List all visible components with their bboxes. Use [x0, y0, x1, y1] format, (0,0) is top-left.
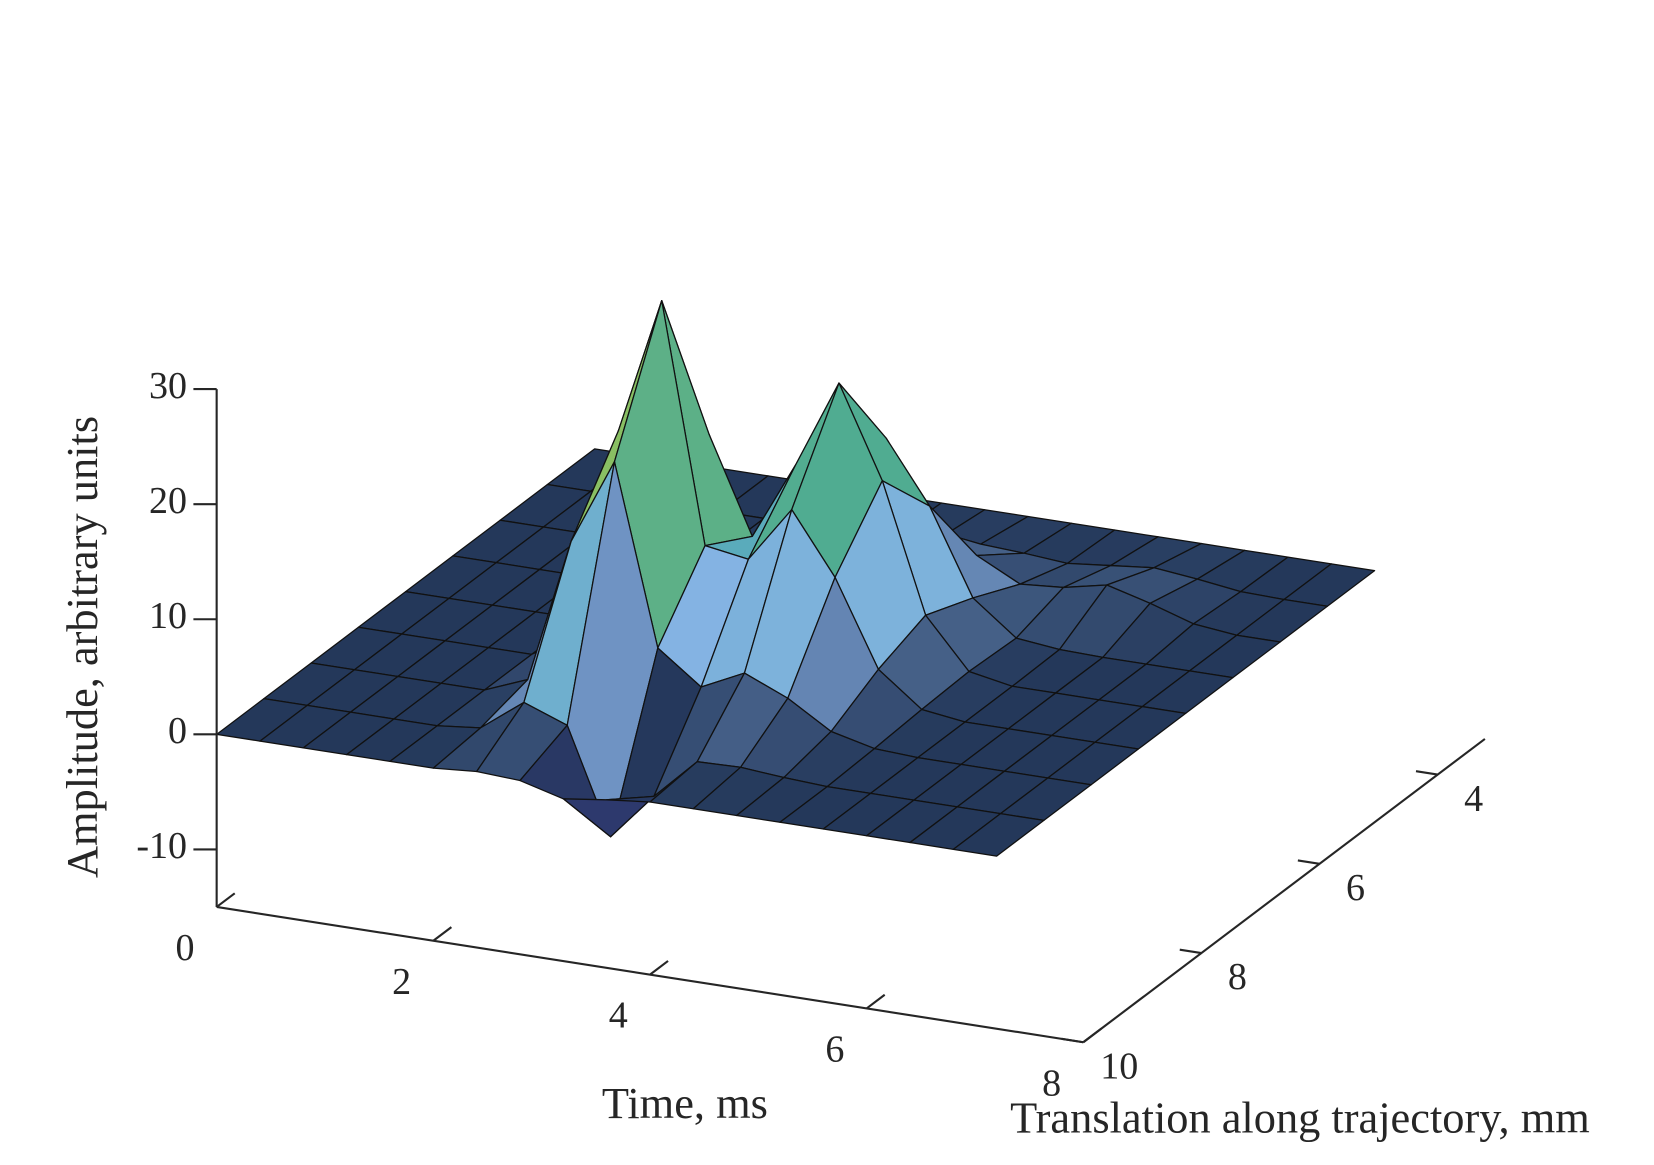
x-tick-label: 8 [1042, 1062, 1061, 1104]
y-tick-label: 4 [1464, 778, 1483, 820]
z-tick-label: 10 [149, 595, 187, 637]
y-tick [1179, 948, 1202, 955]
x-tick [865, 993, 886, 1010]
x-tick [1082, 1027, 1103, 1044]
y-tick-label: 8 [1228, 956, 1247, 998]
z-tick-label: 30 [149, 365, 187, 407]
x-tick-label: 0 [175, 927, 194, 969]
z-axis-label: Amplitude, arbitrary units [57, 416, 107, 878]
z-tick-label: -10 [136, 825, 187, 867]
axes: 0 2 4 6 8 4 6 8 10 -10 0 10 20 30 [136, 365, 1486, 1104]
x-tick-label: 4 [609, 995, 628, 1037]
x-axis-label: Time, ms [602, 1078, 768, 1128]
y-axis-label: Translation along trajectory, mm [1010, 1093, 1590, 1143]
y-tick [1415, 770, 1438, 776]
x-tick [216, 892, 236, 908]
x-tick-label: 2 [392, 961, 411, 1003]
surface-patch [952, 813, 1045, 857]
x-tick [432, 926, 453, 942]
surface [216, 299, 1376, 857]
z-tick-label: 20 [149, 480, 187, 522]
y-tick-label: 10 [1100, 1045, 1138, 1087]
x-tick [649, 960, 669, 976]
y-tick [1061, 1037, 1084, 1044]
x-tick-label: 6 [825, 1029, 844, 1071]
y-tick-label: 6 [1346, 867, 1365, 909]
surface-patch [562, 795, 655, 838]
y-axis-line [1082, 738, 1486, 1044]
y-tick [1297, 859, 1320, 865]
z-tick-label: 0 [168, 710, 187, 752]
